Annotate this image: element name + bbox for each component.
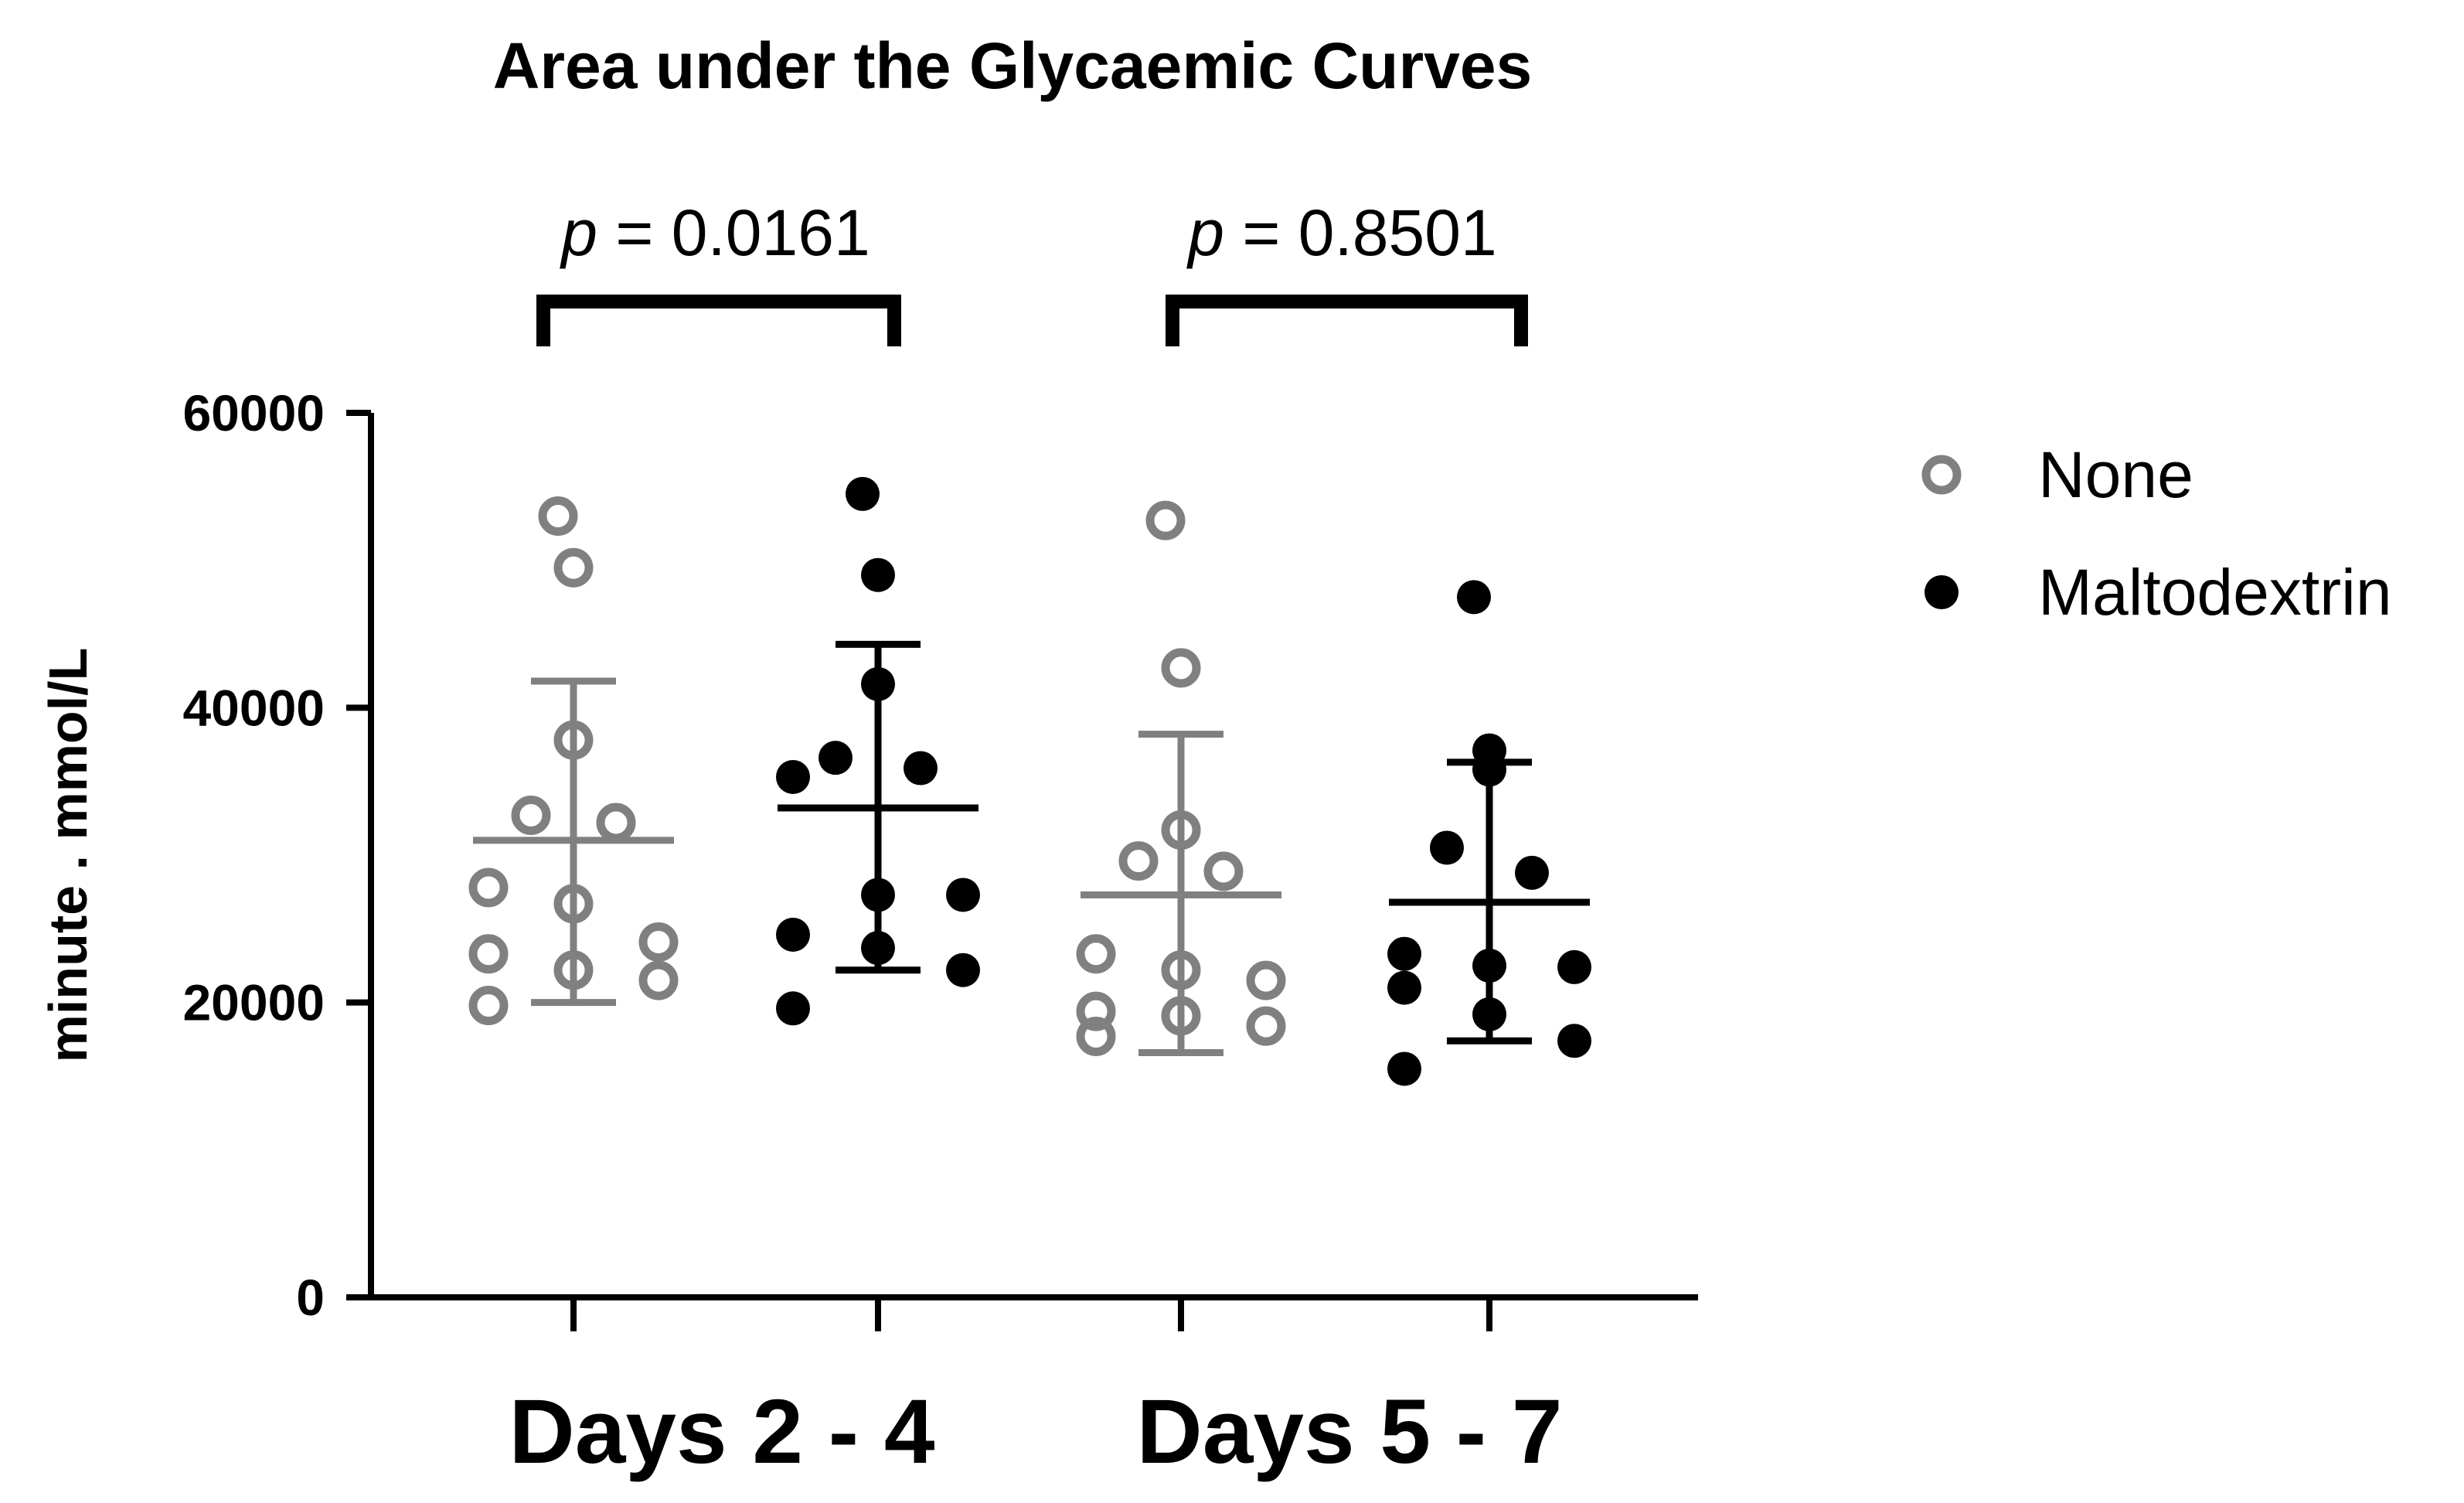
data-point-none [638,922,679,962]
data-point-none [1203,851,1244,891]
legend-label-maltodextrin: Maltodextrin [2038,556,2392,629]
y-tick-label: 0 [296,1269,325,1326]
x-group-label-days-2-4: Days 2 - 4 [509,1381,935,1483]
data-point-none [1076,934,1116,974]
data-point-maltodextrin [1387,1051,1421,1086]
chart-title: Area under the Glycaemic Curves [493,29,1533,102]
y-ticks: 0 20000 40000 60000 [182,384,371,1326]
x-ticks [570,1297,1492,1331]
data-point-maltodextrin [861,557,895,592]
x-group-label-days-5-7: Days 5 - 7 [1137,1381,1563,1483]
data-point-maltodextrin [818,741,853,775]
y-axis-label: minute . mmol/L [38,648,98,1063]
data-point-none [468,867,509,908]
significance-bracket-days-5-7 [1166,295,1528,346]
data-point-none [538,496,578,536]
data-point-none [1076,991,1116,1031]
p-value-days-2-4: p = 0.0161 [559,196,870,269]
data-point-none [1161,648,1201,688]
data-point-none [1246,960,1286,1000]
data-point-none [1246,1006,1286,1046]
legend: None Maltodextrin [1921,438,2392,629]
data-point-none [596,803,636,843]
data-point-none [1076,1017,1116,1057]
data-point-maltodextrin [946,953,980,987]
p-value-days-5-7: p = 0.8501 [1186,196,1496,269]
data-point-maltodextrin [946,878,980,912]
data-point-maltodextrin [776,759,810,794]
y-tick-label: 60000 [182,384,325,441]
data-point-none [1118,841,1159,881]
data-point-maltodextrin [1515,855,1549,890]
data-point-maltodextrin [776,917,810,952]
data-point-none [511,796,551,836]
data-point-maltodextrin [1457,580,1491,615]
data-point-maltodextrin [1387,970,1421,1005]
y-tick-label: 40000 [182,679,325,736]
data-point-none [1145,500,1186,540]
data-point-maltodextrin [776,991,810,1026]
legend-marker-none [1921,455,1962,495]
data-point-none [553,547,594,588]
data-point-maltodextrin [1557,949,1591,984]
y-tick-label: 20000 [182,974,325,1031]
data-point-none [468,985,509,1025]
legend-marker-maltodextrin [1925,575,1959,609]
significance-bracket-days-2-4 [536,295,901,346]
data-point-none [468,934,509,974]
data-point-maltodextrin [1557,1024,1591,1058]
plot-area [468,476,1591,1086]
legend-label-none: None [2038,438,2193,511]
data-point-none [638,960,679,1000]
data-point-maltodextrin [1430,830,1464,865]
data-point-maltodextrin [1387,936,1421,971]
data-point-maltodextrin [904,751,938,786]
data-point-maltodextrin [846,476,880,511]
